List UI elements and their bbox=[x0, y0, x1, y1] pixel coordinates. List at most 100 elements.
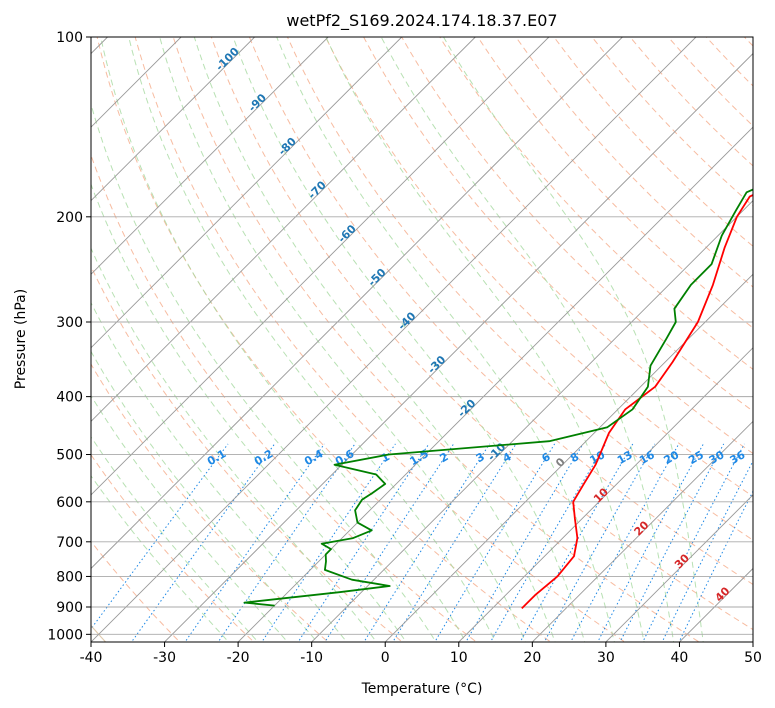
y-tick-label: 1000 bbox=[47, 627, 83, 643]
moist-adiabat-line bbox=[91, 436, 259, 642]
y-tick-label: 900 bbox=[56, 600, 83, 616]
mixing-ratio-line bbox=[570, 443, 680, 642]
mixing-ratio-label: 0.2 bbox=[252, 447, 275, 468]
isotherm-line bbox=[458, 347, 753, 642]
moist-adiabat-line bbox=[91, 102, 437, 642]
moist-adiabat-line bbox=[159, 37, 526, 642]
series-group bbox=[243, 188, 753, 610]
isotherm-label: -20 bbox=[455, 397, 478, 420]
isotherm-labels: -100-90-80-70-60-50-40-30-20-10 bbox=[213, 45, 508, 464]
isotherm-line bbox=[91, 37, 403, 349]
isotherm-line bbox=[91, 37, 697, 642]
moist-adiabat-labels: 0 10 20 30 40 bbox=[553, 455, 733, 605]
chart-title: wetPf2_S169.2024.174.18.37.E07 bbox=[286, 11, 557, 31]
y-tick-label: 800 bbox=[56, 569, 83, 585]
isotherm-label: -100 bbox=[213, 45, 242, 74]
x-tick-label: -40 bbox=[80, 650, 103, 666]
x-tick-label: -10 bbox=[300, 650, 323, 666]
mixing-ratio-line bbox=[678, 490, 753, 642]
mixing-ratio-label: 13 bbox=[615, 448, 635, 467]
x-tick-label: 10 bbox=[450, 650, 468, 666]
mixing-ratio-line bbox=[324, 443, 455, 642]
mixing-ratio-label: 16 bbox=[637, 448, 657, 467]
moist-adiabat-line bbox=[325, 37, 645, 642]
mixing-ratio-label: 1.5 bbox=[408, 447, 431, 468]
mixing-ratio-label: 4 bbox=[500, 450, 513, 465]
mixing-ratio-label: 3 bbox=[474, 450, 487, 465]
x-tick-label: 50 bbox=[744, 650, 762, 666]
x-axis-label: Temperature (°C) bbox=[361, 681, 483, 697]
y-tick-label: 700 bbox=[56, 535, 83, 551]
mixing-ratio-line bbox=[661, 459, 753, 642]
dry-adiabat-line bbox=[91, 453, 255, 642]
dry-adiabat-line bbox=[477, 37, 753, 329]
background-lines bbox=[91, 24, 775, 647]
dry-adiabat-line bbox=[96, 37, 552, 642]
mixing-ratio-line bbox=[465, 443, 584, 642]
dry-adiabat-line bbox=[286, 37, 753, 541]
moist-adiabat-line bbox=[91, 301, 348, 642]
mixing-ratio-line bbox=[597, 443, 704, 642]
mixing-ratio-line bbox=[363, 443, 491, 642]
plot-frame bbox=[90, 36, 754, 643]
y-tick-label: 100 bbox=[56, 30, 83, 46]
dewpoint-line bbox=[243, 188, 753, 607]
isotherm-line bbox=[605, 494, 753, 642]
isotherm-label: -70 bbox=[306, 178, 329, 201]
moist-adiabat-label: 0 bbox=[553, 455, 568, 470]
isotherm-line bbox=[384, 273, 753, 642]
x-tick-label: 40 bbox=[671, 650, 689, 666]
isotherm-line bbox=[91, 37, 329, 275]
mixing-ratio-line bbox=[261, 443, 396, 642]
isotherm-line bbox=[752, 641, 753, 642]
y-tick-label: 400 bbox=[56, 390, 83, 406]
moist-adiabat-line bbox=[91, 350, 318, 642]
dry-adiabat-line bbox=[743, 37, 753, 47]
isotherm-line bbox=[237, 126, 753, 642]
moist-adiabat-line bbox=[232, 37, 586, 642]
moist-adiabat-label: 30 bbox=[672, 551, 692, 571]
moist-adiabat-line bbox=[100, 37, 467, 642]
moist-adiabat-label: 10 bbox=[591, 485, 611, 505]
dry-adiabat-line bbox=[210, 37, 753, 631]
mixing-ratio-line bbox=[434, 443, 556, 642]
dry-adiabat-line bbox=[667, 37, 753, 127]
mixing-ratio-label: 8 bbox=[568, 450, 581, 465]
y-axis-ticks: 100 200 300 400 500 600 700 800 900 1000 bbox=[47, 30, 91, 643]
moist-adiabat-line bbox=[380, 37, 675, 642]
dry-adiabat-line bbox=[770, 24, 775, 647]
mixing-ratio-line bbox=[130, 443, 276, 642]
mixing-ratio-line bbox=[217, 443, 356, 642]
x-tick-label: 0 bbox=[381, 650, 390, 666]
y-tick-label: 500 bbox=[56, 448, 83, 464]
dry-adiabat-line bbox=[134, 37, 626, 642]
mixing-ratio-label: 36 bbox=[728, 448, 748, 467]
mixing-ratio-label: 2 bbox=[438, 450, 451, 465]
isotherm-label: -60 bbox=[335, 222, 358, 245]
mixing-ratio-line bbox=[184, 443, 325, 642]
x-tick-label: -30 bbox=[153, 650, 176, 666]
moist-adiabat-line bbox=[442, 37, 704, 642]
dry-adiabat-line bbox=[439, 37, 753, 370]
x-axis-ticks: -40 -30 -20 -10 0 10 20 30 40 50 bbox=[80, 642, 762, 666]
y-tick-label: 200 bbox=[56, 210, 83, 226]
mixing-ratio-line bbox=[619, 443, 725, 642]
dry-adiabat-line bbox=[91, 363, 329, 642]
mixing-ratio-labels: 0.1 0.2 0.4 0.6 1 1.5 2 3 4 6 8 10 13 16 20 25 30 36 bbox=[205, 447, 748, 468]
isotherm-line bbox=[679, 567, 753, 642]
isotherm-line bbox=[164, 52, 753, 642]
mixing-ratio-label: 20 bbox=[661, 448, 681, 467]
isotherm-label: -40 bbox=[395, 309, 418, 332]
mixing-ratio-line bbox=[519, 443, 634, 642]
moist-adiabat-line bbox=[91, 182, 407, 642]
moist-adiabat-line bbox=[128, 37, 497, 642]
isotherm-line bbox=[91, 37, 476, 422]
moist-adiabat-line bbox=[91, 247, 378, 642]
dry-adiabat-line bbox=[515, 37, 753, 288]
isotherm-line bbox=[311, 200, 753, 642]
dry-adiabat-line bbox=[325, 37, 753, 498]
isotherm-line bbox=[91, 37, 255, 202]
dry-adiabat-line bbox=[591, 37, 753, 207]
isotherm-line bbox=[532, 420, 753, 642]
